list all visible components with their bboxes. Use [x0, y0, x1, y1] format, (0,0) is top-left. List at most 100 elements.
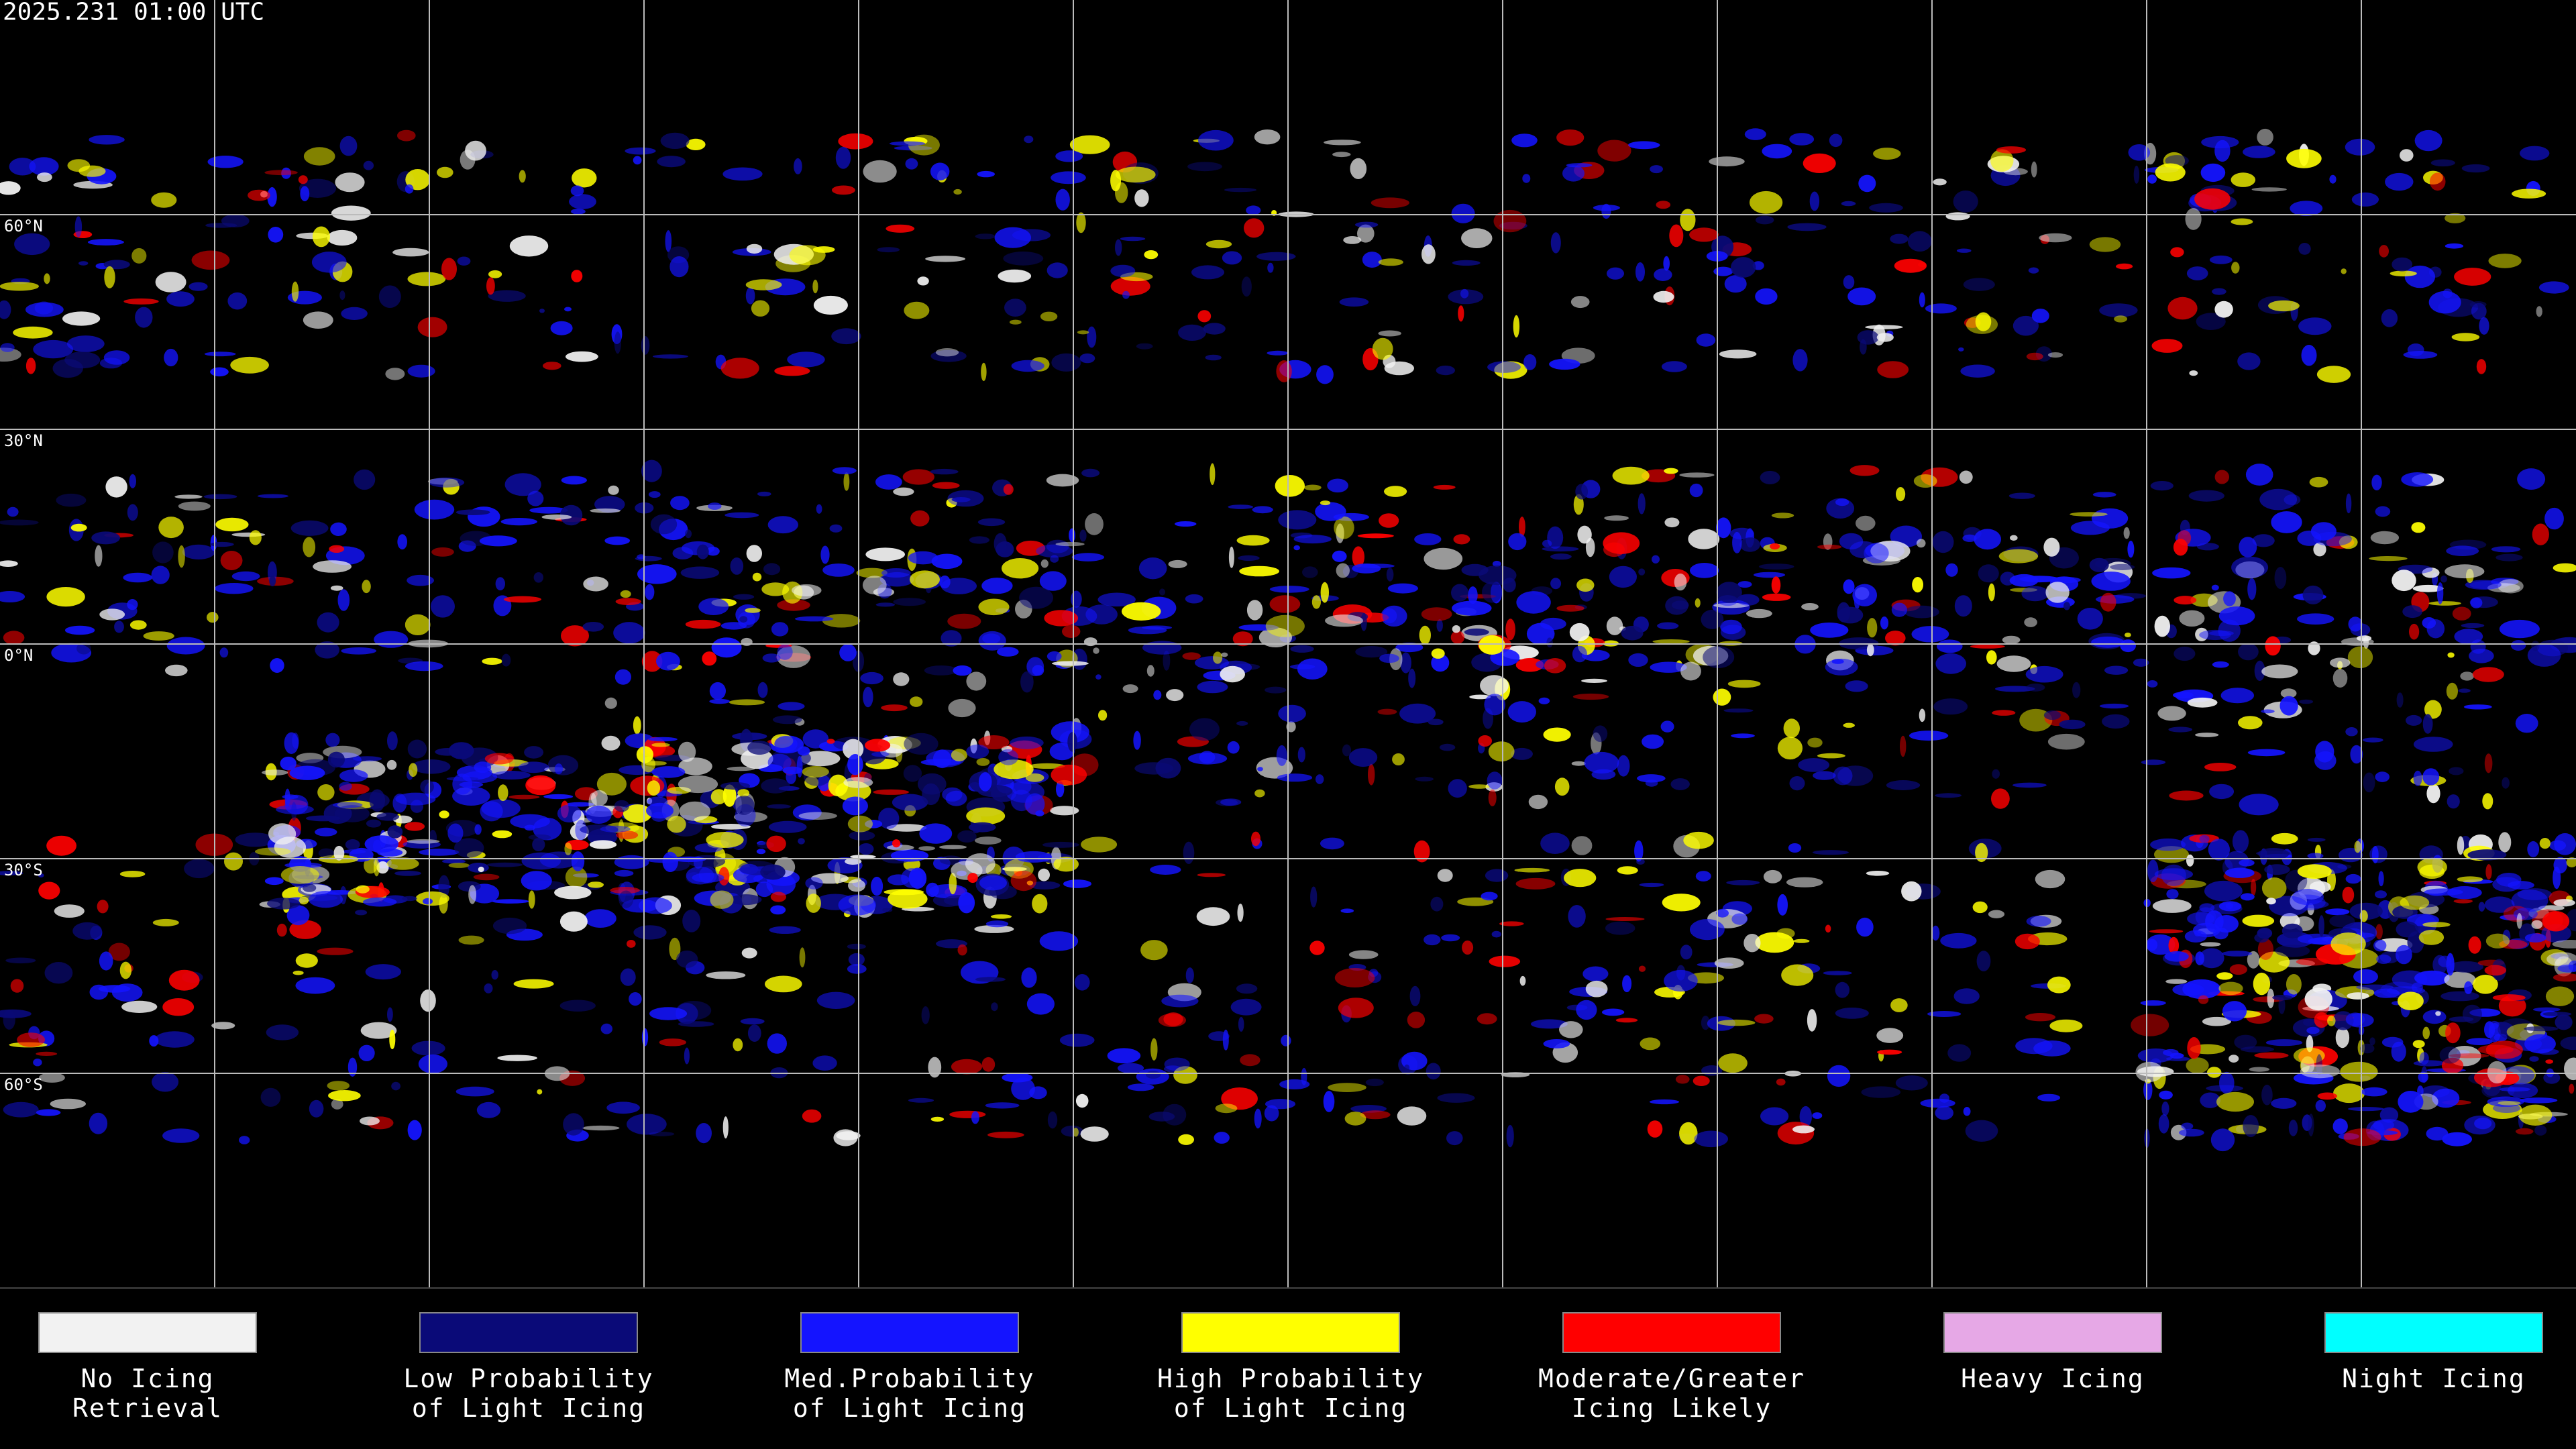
- icing-patch: [849, 830, 875, 841]
- icing-patch: [1316, 774, 1324, 784]
- icing-patch: [676, 950, 698, 968]
- icing-patch: [2449, 767, 2464, 775]
- icing-patch: [686, 866, 714, 885]
- icing-patch: [1975, 843, 1988, 863]
- icing-patch: [1469, 694, 1491, 700]
- icing-patch: [1327, 478, 1348, 493]
- icing-patch: [3, 631, 25, 645]
- icing-patch: [1544, 658, 1566, 674]
- icing-patch: [2149, 929, 2184, 934]
- icing-patch: [2545, 930, 2551, 948]
- icing-patch: [2485, 864, 2492, 880]
- icing-patch: [37, 172, 52, 182]
- icing-patch: [1021, 967, 1037, 988]
- icing-patch: [2204, 763, 2237, 771]
- icing-patch: [38, 873, 44, 878]
- icing-patch: [2010, 535, 2018, 541]
- icing-patch: [709, 682, 726, 700]
- icing-patch: [2318, 915, 2324, 937]
- icing-patch: [1265, 614, 1305, 637]
- icing-patch: [2371, 474, 2382, 490]
- icing-patch: [2462, 1004, 2482, 1024]
- icing-patch: [1452, 260, 1481, 266]
- icing-patch: [966, 672, 987, 691]
- icing-patch: [633, 156, 642, 165]
- icing-patch: [2186, 266, 2208, 280]
- icing-patch: [1220, 798, 1242, 806]
- icing-patch: [2375, 506, 2391, 517]
- icing-patch: [2261, 877, 2287, 899]
- icing-patch: [2492, 1104, 2521, 1113]
- icing-patch: [657, 156, 686, 168]
- icing-patch: [2161, 1102, 2169, 1116]
- icing-patch: [572, 873, 600, 878]
- icing-patch: [2187, 697, 2218, 708]
- icing-patch: [1572, 693, 1609, 700]
- icing-patch: [1334, 516, 1354, 539]
- icing-patch: [1395, 643, 1424, 653]
- icing-patch: [2404, 265, 2436, 288]
- icing-patch: [2116, 263, 2133, 270]
- icing-patch: [1519, 975, 1526, 986]
- icing-patch: [1269, 595, 1301, 613]
- icing-patch: [910, 696, 923, 707]
- icing-patch: [2174, 646, 2196, 661]
- icing-patch: [974, 837, 1002, 845]
- icing-patch: [2297, 613, 2334, 625]
- icing-patch: [667, 816, 686, 833]
- icing-patch: [1919, 708, 1926, 722]
- icing-patch: [1645, 780, 1658, 787]
- icing-patch: [826, 739, 835, 744]
- icing-patch: [1866, 643, 1874, 657]
- icing-patch: [2354, 841, 2361, 853]
- icing-patch: [2043, 537, 2060, 557]
- icing-patch: [1988, 583, 1995, 602]
- icing-patch: [386, 857, 419, 870]
- icing-patch: [36, 1109, 61, 1116]
- icing-patch: [2507, 881, 2534, 890]
- icing-patch: [1117, 1063, 1144, 1073]
- icing-patch: [800, 751, 841, 767]
- icing-patch: [2151, 339, 2183, 353]
- icing-patch: [1352, 546, 1365, 568]
- icing-patch: [441, 859, 466, 864]
- icing-patch: [1074, 974, 1090, 991]
- icing-patch: [627, 1114, 667, 1135]
- icing-patch: [1826, 498, 1855, 519]
- icing-patch: [678, 741, 696, 762]
- icing-patch: [2218, 619, 2241, 642]
- icing-patch: [0, 591, 25, 602]
- icing-patch: [610, 887, 640, 894]
- icing-patch: [822, 564, 855, 577]
- icing-patch: [2446, 545, 2479, 556]
- icing-patch: [1278, 704, 1306, 722]
- icing-patch: [1016, 540, 1046, 556]
- icing-patch: [38, 1073, 65, 1083]
- icing-patch: [2317, 1092, 2337, 1100]
- icing-patch: [524, 746, 544, 759]
- icing-patch: [1634, 840, 1644, 862]
- icing-patch: [1593, 205, 1620, 211]
- icing-patch: [706, 971, 746, 979]
- icing-patch: [636, 746, 654, 763]
- icing-patch: [1970, 644, 2005, 649]
- icing-patch: [411, 1040, 445, 1056]
- icing-patch: [1556, 129, 1585, 146]
- icing-patch: [729, 699, 765, 706]
- icing-patch: [2128, 144, 2151, 161]
- icing-patch: [129, 474, 136, 488]
- icing-patch: [2400, 149, 2414, 162]
- icing-patch: [2426, 619, 2445, 639]
- icing-patch: [328, 1090, 361, 1102]
- icing-patch: [2127, 541, 2135, 558]
- icing-patch: [1713, 602, 1750, 608]
- icing-patch: [2226, 902, 2233, 910]
- icing-patch: [669, 256, 689, 278]
- icing-patch: [99, 608, 125, 621]
- icing-patch: [1436, 366, 1455, 376]
- icing-patch: [123, 298, 159, 305]
- icing-patch: [1789, 776, 1805, 791]
- icing-patch: [1437, 869, 1453, 882]
- icing-patch: [1762, 593, 1791, 601]
- icing-patch: [1173, 1066, 1197, 1084]
